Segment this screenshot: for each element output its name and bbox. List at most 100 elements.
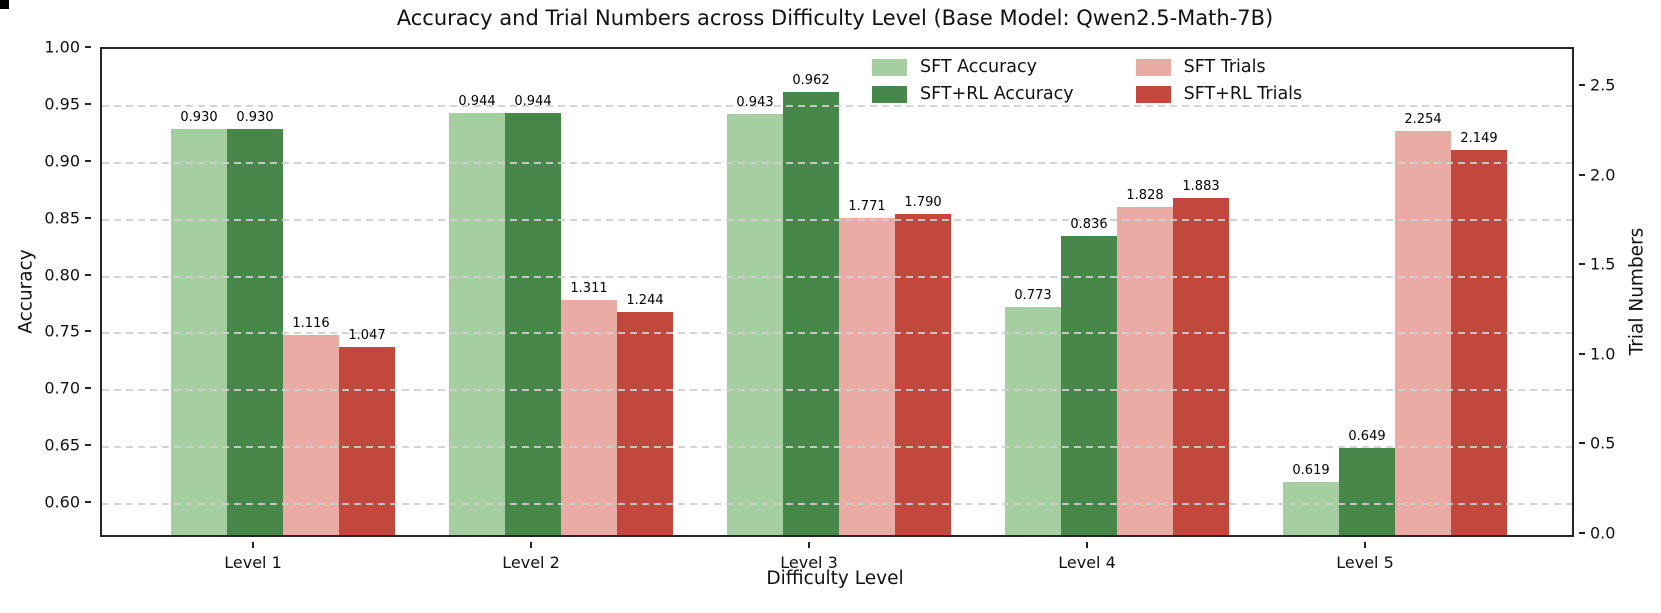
chart-title: Accuracy and Trial Numbers across Diffic…	[396, 6, 1274, 30]
gridline	[102, 104, 1572, 107]
bar-value-label: 2.254	[1404, 112, 1442, 128]
left-axis-tick-label: 0.70	[44, 378, 80, 398]
bar-value-label: 0.944	[514, 93, 552, 109]
left-axis-tick-label: 0.80	[44, 265, 80, 284]
gridline	[102, 332, 1572, 335]
x-axis-tick	[1086, 542, 1088, 548]
x-axis-tick-label: Level 1	[224, 553, 282, 572]
bar-value-label: 0.773	[1014, 288, 1052, 304]
left-axis-tick	[85, 330, 91, 333]
right-y-axis-label: Trial Numbers	[1626, 227, 1648, 356]
gridline	[102, 275, 1572, 278]
legend-swatch	[872, 58, 907, 76]
bar-value-label: 1.047	[348, 328, 386, 344]
bar-sft-rl-trials-level-3	[895, 214, 951, 535]
x-axis-tick-label: Level 2	[502, 553, 560, 572]
x-axis-tick	[808, 542, 810, 548]
legend-swatch	[872, 85, 907, 103]
x-axis-tick	[252, 542, 254, 548]
bar-value-label: 0.930	[180, 109, 218, 125]
left-axis-tick-label: 0.60	[44, 492, 80, 512]
right-axis-tick	[1579, 263, 1585, 266]
x-axis-label: Difficulty Level	[766, 568, 904, 589]
bar-sft-accuracy-level-1	[171, 128, 227, 535]
x-axis-tick-label: Level 4	[1058, 553, 1116, 572]
chart-legend: SFT Accuracy SFT+RL Accuracy SFT Trials SFT…	[872, 57, 1302, 104]
bar-value-label: 1.790	[904, 195, 942, 211]
gridline	[102, 161, 1572, 164]
left-axis-tick-label: 0.85	[44, 208, 80, 228]
left-axis-tick	[85, 102, 91, 105]
left-axis-tick-label: 0.90	[44, 151, 80, 171]
bar-value-label: 0.943	[736, 94, 774, 110]
bar-value-label: 1.244	[626, 293, 664, 309]
left-axis-tick	[85, 46, 91, 48]
bar-value-label: 0.930	[236, 109, 274, 125]
bar-value-label: 1.883	[1182, 178, 1220, 194]
x-axis-tick-label: Level 3	[780, 553, 838, 572]
bar-sft-rl-accuracy-level-1	[227, 128, 283, 535]
right-axis-tick	[1579, 442, 1585, 445]
legend-item-sft-trials: SFT Trials	[1135, 57, 1303, 77]
gridline	[102, 503, 1572, 506]
bar-sft-rl-accuracy-level-2	[505, 112, 561, 535]
left-axis-tick	[85, 273, 91, 276]
bar-value-label: 1.311	[570, 281, 608, 297]
left-axis-tick	[85, 216, 91, 219]
left-axis-tick	[85, 444, 91, 447]
legend-item-sft-rl-trials: SFT+RL Trials	[1135, 84, 1303, 104]
bar-value-label: 1.116	[292, 316, 330, 331]
x-axis-tick	[1364, 542, 1366, 548]
right-axis-tick	[1579, 532, 1585, 534]
legend-item-sft-rl-accuracy: SFT+RL Accuracy	[872, 84, 1074, 104]
right-axis-tick	[1579, 352, 1585, 355]
left-axis-tick	[85, 159, 91, 162]
left-axis-tick-label: 0.75	[44, 321, 80, 341]
legend-item-sft-accuracy: SFT Accuracy	[872, 57, 1074, 77]
plot-area: 0.930 0.944 0.943 0.773 0.619 0.930 0.944 0.962…	[100, 47, 1574, 537]
bar-sft-trials-level-4	[1117, 207, 1173, 535]
left-axis-tick-label: 0.95	[44, 94, 80, 114]
right-axis-tick-label: 1.0	[1590, 344, 1616, 364]
bar-sft-accuracy-level-4	[1005, 307, 1061, 535]
bar-sft-trials-level-1	[283, 335, 339, 535]
axes-layer: 1.00 0.95 0.90 0.85 0.80 0.75 0.70 0.65 0.60 0.0 0…	[44, 38, 1615, 573]
bar-sft-rl-accuracy-level-4	[1061, 235, 1117, 535]
left-axis-tick	[85, 387, 91, 390]
bar-sft-trials-level-3	[839, 217, 895, 535]
screen-corner-artifact	[0, 0, 9, 9]
x-axis-tick-label: Level 5	[1336, 553, 1394, 572]
bar-sft-accuracy-level-3	[727, 113, 783, 535]
x-axis-tick	[530, 542, 532, 548]
bar-sft-rl-trials-level-4	[1173, 197, 1229, 535]
right-axis-tick-label: 2.0	[1590, 165, 1616, 185]
gridline	[102, 389, 1572, 392]
legend-label: SFT+RL Trials	[1183, 84, 1303, 104]
bar-sft-trials-level-2	[561, 300, 617, 535]
bar-sft-rl-trials-level-1	[339, 347, 395, 535]
bar-sft-accuracy-level-5	[1283, 482, 1339, 535]
right-axis-tick	[1579, 173, 1585, 176]
right-axis-tick-label: 0.0	[1590, 523, 1616, 543]
bar-sft-rl-trials-level-2	[617, 312, 673, 535]
bar-value-label: 0.962	[792, 73, 830, 89]
bar-value-label: 0.836	[1070, 216, 1108, 232]
legend-label: SFT Trials	[1183, 57, 1266, 77]
bar-value-label: 0.944	[458, 93, 496, 109]
left-axis-tick-label: 1.00	[44, 37, 80, 57]
bar-value-label: 1.828	[1126, 188, 1164, 204]
right-axis-tick-label: 2.5	[1590, 75, 1616, 95]
bar-value-label: 0.619	[1292, 463, 1330, 479]
legend-swatch	[1135, 58, 1171, 76]
left-y-axis-label: Accuracy	[15, 249, 37, 334]
legend-swatch	[1135, 85, 1171, 103]
left-axis-tick	[85, 501, 91, 504]
right-axis-tick	[1579, 84, 1585, 86]
right-axis-tick-label: 1.5	[1590, 254, 1616, 274]
bar-sft-rl-trials-level-5	[1451, 149, 1507, 535]
bar-sft-accuracy-level-2	[449, 112, 505, 535]
legend-label: SFT Accuracy	[920, 57, 1038, 77]
gridline	[102, 446, 1572, 449]
legend-label: SFT+RL Accuracy	[920, 84, 1074, 104]
